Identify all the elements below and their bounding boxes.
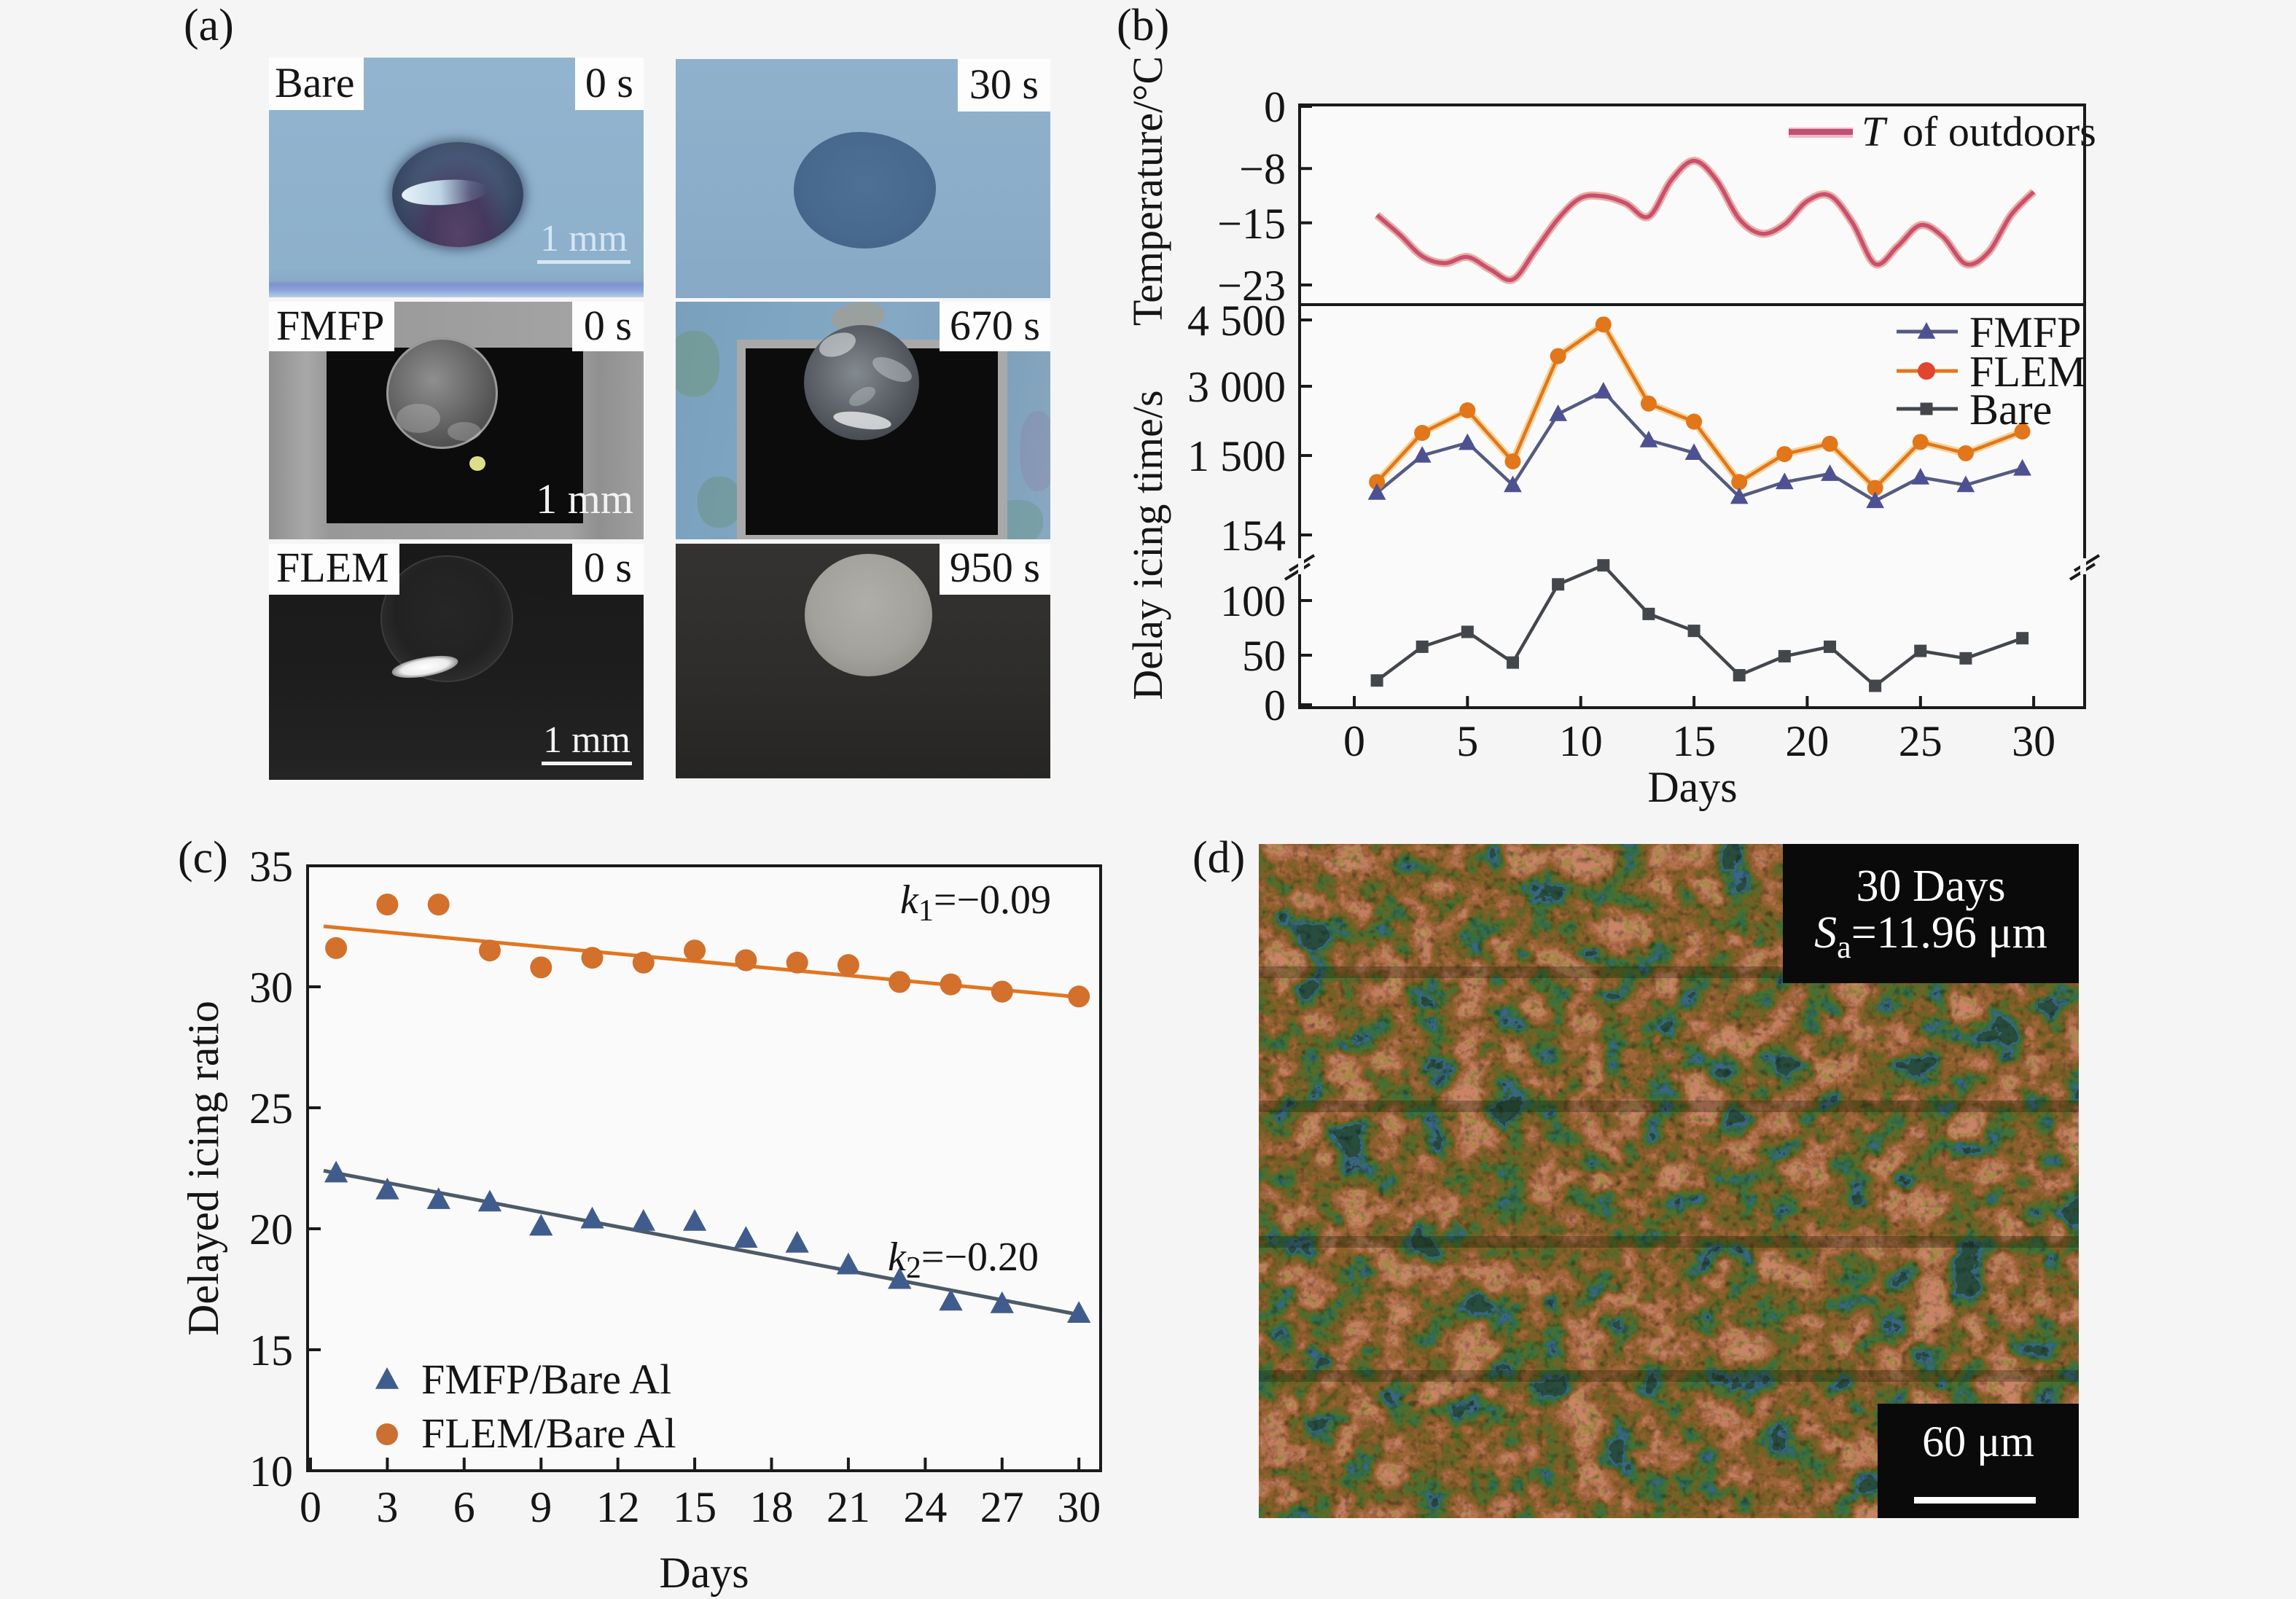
svg-text:Delayed icing ratio: Delayed icing ratio xyxy=(179,1001,227,1336)
svg-text:T: T xyxy=(1862,108,1888,155)
svg-text:Bare: Bare xyxy=(1969,386,2052,434)
svg-text:15: 15 xyxy=(673,1483,716,1531)
svg-text:50: 50 xyxy=(1242,632,1286,680)
svg-text:15: 15 xyxy=(249,1326,293,1375)
svg-text:−15: −15 xyxy=(1217,200,1286,248)
svg-text:20: 20 xyxy=(249,1205,293,1254)
svg-text:3: 3 xyxy=(376,1483,398,1531)
svg-text:−23: −23 xyxy=(1217,262,1286,310)
svg-text:3 000: 3 000 xyxy=(1187,363,1286,411)
svg-text:0: 0 xyxy=(1264,83,1286,131)
svg-text:−8: −8 xyxy=(1239,145,1286,193)
svg-text:154: 154 xyxy=(1220,512,1286,560)
svg-text:6: 6 xyxy=(453,1483,475,1531)
svg-text:100: 100 xyxy=(1220,577,1286,625)
svg-text:18: 18 xyxy=(750,1483,794,1531)
svg-text:35: 35 xyxy=(249,842,293,891)
svg-text:FLEM/Bare Al: FLEM/Bare Al xyxy=(421,1410,676,1457)
svg-text:k2=−0.20: k2=−0.20 xyxy=(888,1235,1039,1285)
svg-text:FLEM: FLEM xyxy=(1969,348,2086,396)
svg-text:0: 0 xyxy=(300,1483,321,1531)
svg-text:FMFP: FMFP xyxy=(1969,308,2081,356)
svg-text:30: 30 xyxy=(1057,1483,1101,1531)
svg-text:12: 12 xyxy=(596,1483,640,1531)
svg-text:5: 5 xyxy=(1456,717,1478,765)
svg-text:21: 21 xyxy=(827,1483,870,1531)
svg-text:1 500: 1 500 xyxy=(1187,432,1286,480)
svg-text:0: 0 xyxy=(1343,717,1365,765)
svg-text:20: 20 xyxy=(1785,717,1829,765)
svg-text:25: 25 xyxy=(249,1084,293,1133)
svg-text:27: 27 xyxy=(980,1483,1024,1531)
svg-text:30: 30 xyxy=(249,963,293,1012)
svg-text:k1=−0.09: k1=−0.09 xyxy=(900,877,1051,928)
svg-text:30: 30 xyxy=(2012,717,2055,765)
svg-text:Days: Days xyxy=(659,1549,749,1597)
svg-text:10: 10 xyxy=(1559,717,1603,765)
svg-text:0: 0 xyxy=(1264,681,1286,730)
svg-text:Delay icing time/s: Delay icing time/s xyxy=(1124,390,1171,700)
svg-text:15: 15 xyxy=(1672,717,1716,765)
svg-text:4 500: 4 500 xyxy=(1187,297,1286,345)
svg-text:9: 9 xyxy=(530,1483,552,1531)
svg-text:25: 25 xyxy=(1899,717,1942,765)
svg-text:24: 24 xyxy=(903,1483,947,1531)
svg-text:Temperature/°C: Temperature/°C xyxy=(1124,56,1171,326)
svg-text:10: 10 xyxy=(249,1447,293,1496)
svg-text:of outdoors: of outdoors xyxy=(1902,108,2096,155)
svg-text:Days: Days xyxy=(1647,763,1737,811)
svg-text:FMFP/Bare Al: FMFP/Bare Al xyxy=(421,1356,671,1403)
